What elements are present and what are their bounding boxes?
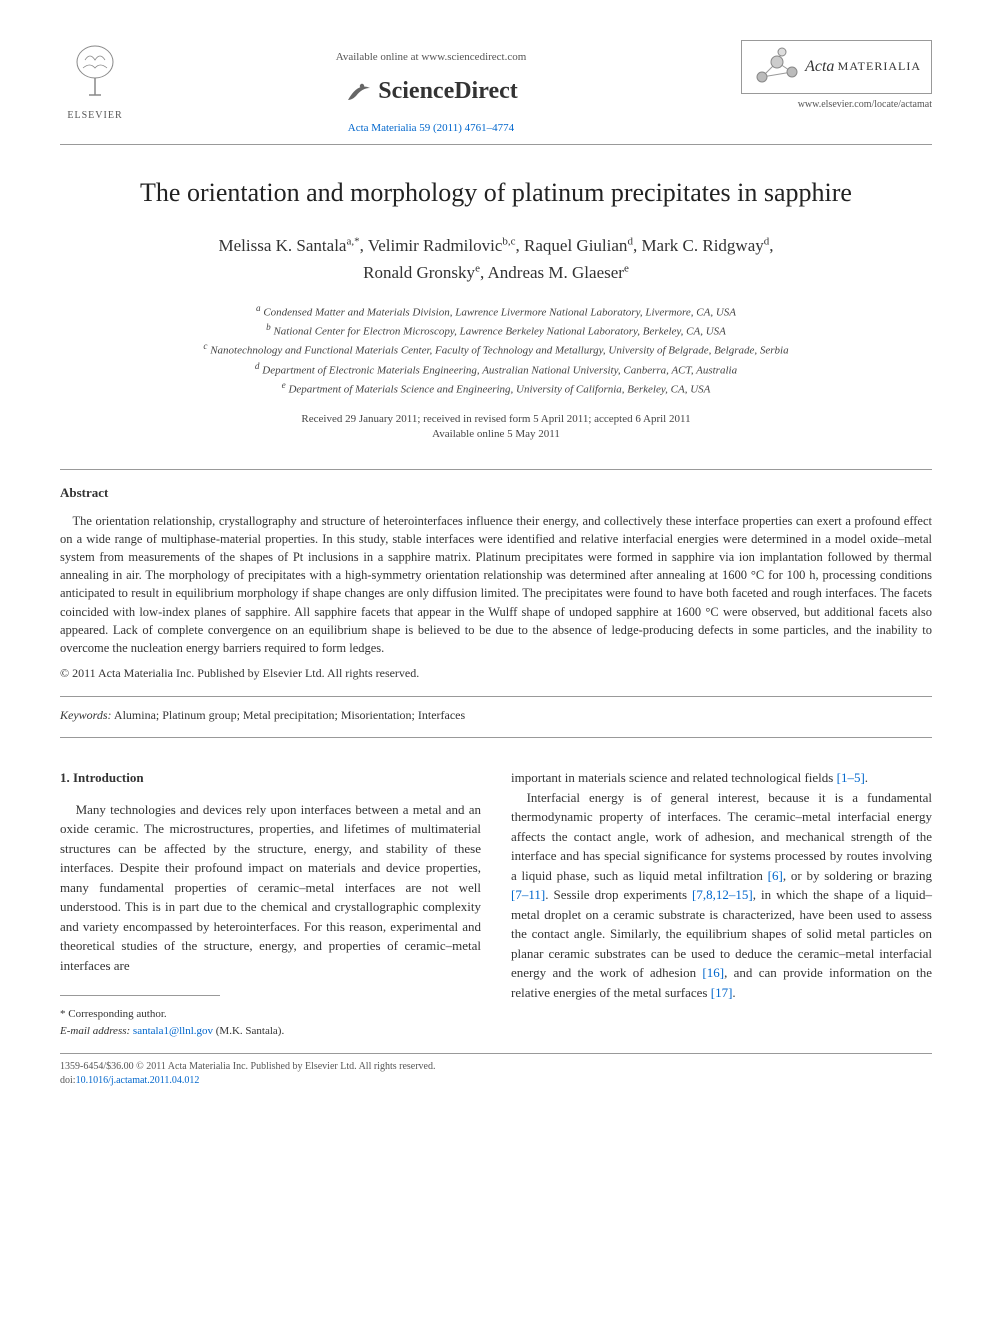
sciencedirect-swoosh-icon [344, 78, 374, 108]
available-online-text: Available online at www.sciencedirect.co… [130, 50, 732, 65]
acta-logo-box: Acta MATERIALIA [741, 40, 932, 94]
abstract-heading: Abstract [60, 484, 932, 502]
affiliation-b: b National Center for Electron Microscop… [60, 321, 932, 340]
ref-link-7-8-12-15[interactable]: [7,8,12–15] [692, 887, 753, 902]
author-6[interactable]: Andreas M. Glaesere [488, 263, 629, 282]
affiliation-a: a Condensed Matter and Materials Divisio… [60, 302, 932, 321]
keywords-label: Keywords: [60, 708, 112, 722]
issn-copyright: 1359-6454/$36.00 © 2011 Acta Materialia … [60, 1060, 932, 1074]
ref-link-17[interactable]: [17] [711, 985, 733, 1000]
abstract-section: Abstract The orientation relationship, c… [60, 469, 932, 697]
molecule-icon [752, 47, 802, 87]
abstract-copyright: © 2011 Acta Materialia Inc. Published by… [60, 665, 932, 682]
affiliation-d: d Department of Electronic Materials Eng… [60, 360, 932, 379]
header-bar: ELSEVIER Available online at www.science… [60, 40, 932, 145]
author-2[interactable]: Velimir Radmilovicb,c [368, 236, 516, 255]
affiliation-e: e Department of Materials Science and En… [60, 379, 932, 398]
intro-para-2: Interfacial energy is of general interes… [511, 788, 932, 1003]
authors-list: Melissa K. Santalaa,*, Velimir Radmilovi… [60, 232, 932, 286]
ref-link-1-5[interactable]: [1–5] [837, 770, 865, 785]
elsevier-tree-icon [65, 40, 125, 100]
center-header: Available online at www.sciencedirect.co… [130, 40, 732, 136]
elsevier-logo: ELSEVIER [60, 40, 130, 123]
online-date: Available online 5 May 2011 [60, 427, 932, 442]
body-columns: 1. Introduction Many technologies and de… [60, 768, 932, 1039]
corresponding-email-line: E-mail address: santala1@llnl.gov (M.K. … [60, 1023, 481, 1040]
email-link[interactable]: santala1@llnl.gov [133, 1025, 213, 1037]
keywords: Keywords: Alumina; Platinum group; Metal… [60, 707, 932, 739]
ref-link-7-11[interactable]: [7–11] [511, 887, 545, 902]
journal-reference[interactable]: Acta Materialia 59 (2011) 4761–4774 [130, 121, 732, 136]
section-heading-intro: 1. Introduction [60, 768, 481, 788]
ref-link-16[interactable]: [16] [702, 965, 724, 980]
acta-italic: Acta [805, 58, 834, 75]
dates: Received 29 January 2011; received in re… [60, 412, 932, 443]
doi-link[interactable]: 10.1016/j.actamat.2011.04.012 [76, 1075, 200, 1086]
acta-caps: MATERIALIA [838, 59, 921, 73]
sciencedirect-logo: ScienceDirect [130, 75, 732, 109]
article-title: The orientation and morphology of platin… [60, 175, 932, 211]
affiliations: a Condensed Matter and Materials Divisio… [60, 302, 932, 398]
intro-para-1: Many technologies and devices rely upon … [60, 800, 481, 976]
corresponding-author: * Corresponding author. E-mail address: … [60, 1006, 481, 1039]
doi-line: doi:10.1016/j.actamat.2011.04.012 [60, 1074, 932, 1088]
author-5[interactable]: Ronald Gronskye [363, 263, 480, 282]
abstract-text: The orientation relationship, crystallog… [60, 512, 932, 657]
received-date: Received 29 January 2011; received in re… [60, 412, 932, 427]
sciencedirect-text: ScienceDirect [378, 78, 518, 104]
author-3[interactable]: Raquel Giuliand [524, 236, 633, 255]
elsevier-text: ELSEVIER [60, 109, 130, 123]
keywords-text: Alumina; Platinum group; Metal precipita… [114, 708, 465, 722]
author-4[interactable]: Mark C. Ridgwayd [641, 236, 769, 255]
footer-bar: 1359-6454/$36.00 © 2011 Acta Materialia … [60, 1053, 932, 1088]
ref-link-6[interactable]: [6] [768, 868, 783, 883]
locate-url: www.elsevier.com/locate/actamat [732, 98, 932, 112]
affiliation-c: c Nanotechnology and Functional Material… [60, 340, 932, 359]
corresponding-separator [60, 995, 220, 1002]
journal-logo: Acta MATERIALIA www.elsevier.com/locate/… [732, 40, 932, 112]
column-right: important in materials science and relat… [511, 768, 932, 1039]
author-1[interactable]: Melissa K. Santalaa,* [219, 236, 360, 255]
intro-para-1-cont: important in materials science and relat… [511, 768, 932, 788]
corresponding-label: * Corresponding author. [60, 1006, 481, 1023]
column-left: 1. Introduction Many technologies and de… [60, 768, 481, 1039]
